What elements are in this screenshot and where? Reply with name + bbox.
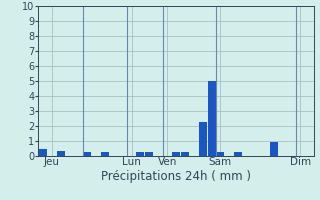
Bar <box>39 149 47 156</box>
Bar <box>234 152 242 156</box>
Bar <box>207 81 215 156</box>
Bar <box>57 151 65 156</box>
Bar <box>181 152 189 156</box>
Bar <box>137 152 145 156</box>
Bar <box>172 152 180 156</box>
Bar <box>145 152 153 156</box>
Bar <box>101 152 109 156</box>
Bar <box>216 152 224 156</box>
Bar <box>199 121 207 156</box>
Bar <box>83 152 91 156</box>
X-axis label: Précipitations 24h ( mm ): Précipitations 24h ( mm ) <box>101 170 251 183</box>
Bar <box>270 142 278 156</box>
